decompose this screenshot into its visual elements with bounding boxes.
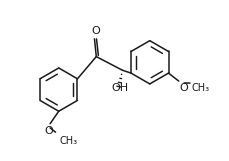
Text: O: O <box>45 127 53 137</box>
Text: OH: OH <box>112 83 129 94</box>
Text: O: O <box>180 83 188 93</box>
Text: CH₃: CH₃ <box>60 136 78 146</box>
Text: O: O <box>91 26 100 36</box>
Text: CH₃: CH₃ <box>192 83 210 93</box>
